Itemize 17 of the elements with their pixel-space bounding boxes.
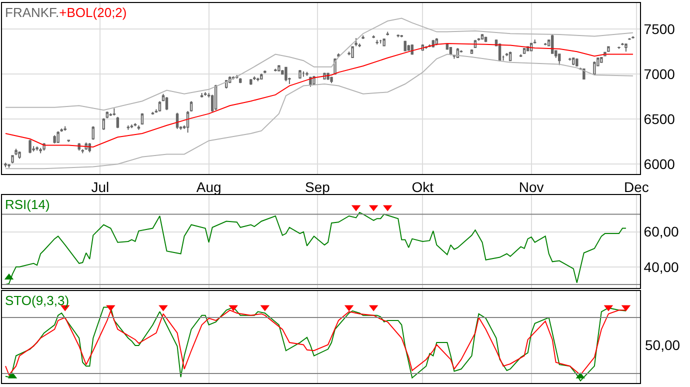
y-tick-label: 7000 xyxy=(644,66,676,82)
chart-title: STO(9,3,3) xyxy=(5,293,70,308)
x-tick-label: Sep xyxy=(305,178,330,195)
y-tick-label: 7500 xyxy=(644,21,676,37)
text: +BOL(20;2) xyxy=(59,5,127,20)
y-tick-label: 40,00 xyxy=(644,258,680,275)
y-tick-label: 60,00 xyxy=(644,224,680,240)
chart-title: RSI(14) xyxy=(5,197,50,212)
text: 50,00 xyxy=(645,337,680,353)
x-tick-label: Jul xyxy=(91,178,110,195)
chart-title: FRANKF. xyxy=(5,5,60,20)
y-tick-label: 6500 xyxy=(644,111,676,127)
x-tick-label: Aug xyxy=(196,178,222,195)
x-tick-label: Dec xyxy=(624,178,649,195)
x-tick-label: Nov xyxy=(518,178,544,195)
y-tick-label: 6000 xyxy=(644,156,676,172)
x-tick-label: Okt xyxy=(412,178,434,195)
